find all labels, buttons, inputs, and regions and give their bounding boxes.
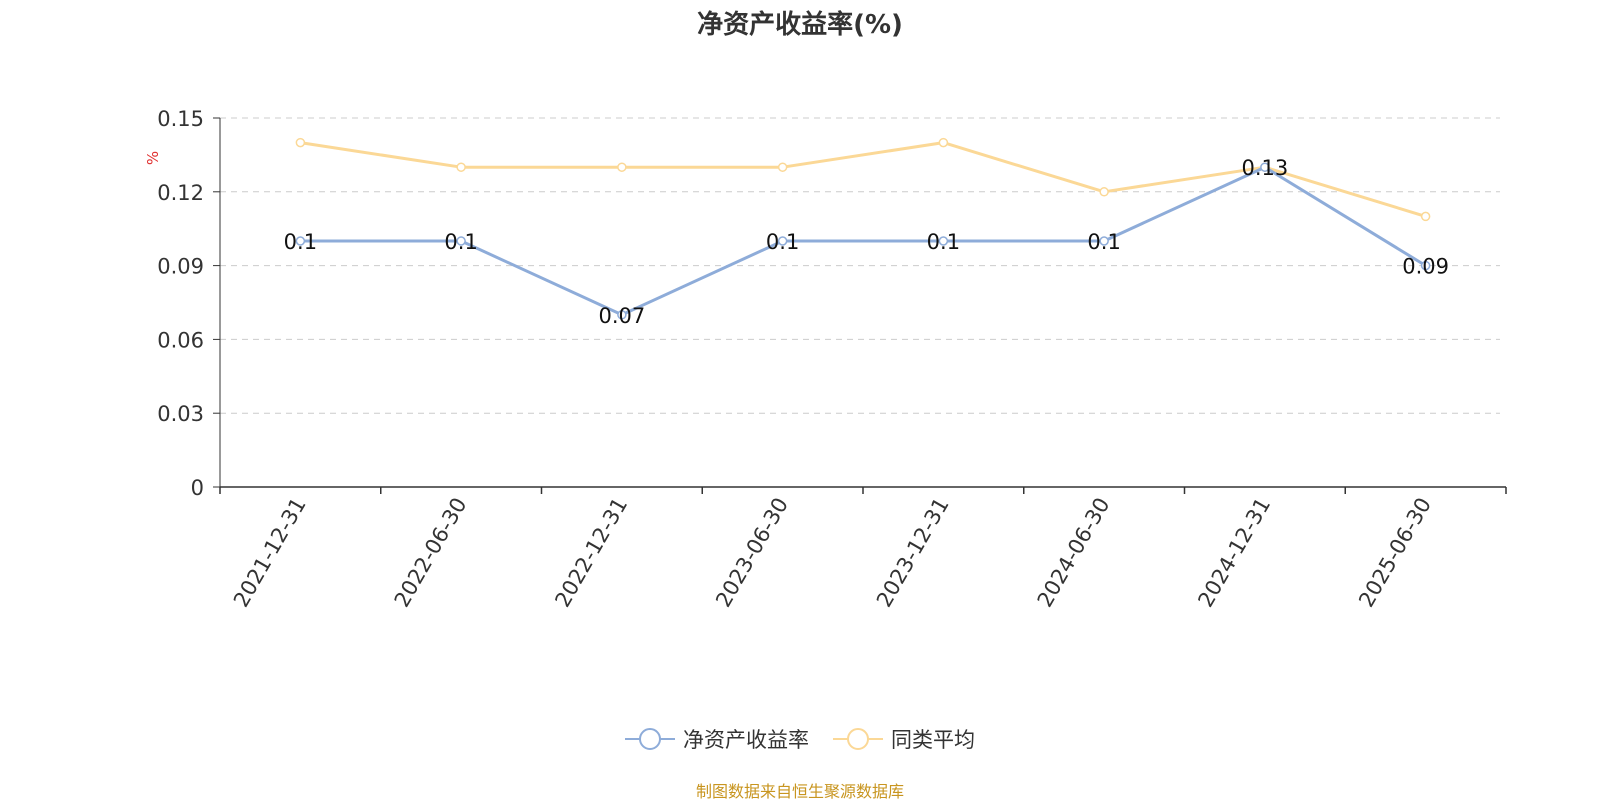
data-point-roe [938,236,949,246]
legend-marker-roe-icon [625,728,675,750]
data-label: 0.1 [444,230,477,254]
y-tick-label: 0.06 [157,328,204,352]
line-chart: 0 0.03 0.06 0.09 0.12 0.15% 2021-12-31 2022-06-… [144,107,1507,612]
legend-label-peer-average: 同类平均 [891,728,975,752]
y-tick-label: 0.09 [157,255,204,279]
data-label: 0.1 [284,230,317,254]
x-tick-label: 2025-06-30 [1354,494,1436,612]
data-label: 0.13 [1241,156,1288,180]
data-point-roe [295,236,306,246]
series-line-peer-average [300,141,1427,218]
data-label: 0.09 [1402,255,1449,279]
data-point-peer-average [1420,211,1431,222]
legend: 净资产收益率 同类平均 [0,724,1600,754]
x-tick-label: 2024-12-31 [1193,494,1275,612]
y-axis-label: % [144,151,162,165]
source-note: 制图数据来自恒生聚源数据库 [695,782,904,801]
data-label: 0.1 [927,230,960,254]
data-point-peer-average [777,162,788,172]
y-tick-label: 0.15 [157,107,204,131]
y-tick-label: 0.12 [157,181,204,205]
data-point-roe [777,236,788,246]
x-tick-label: 2022-06-30 [390,494,472,612]
data-point-peer-average [938,137,949,148]
y-tick-label: 0.03 [157,402,204,426]
x-tick-label: 2021-12-31 [229,494,311,612]
y-tick-label: 0 [191,476,204,500]
legend-marker-peer-average-icon [833,728,883,750]
data-point-peer-average [456,162,466,172]
x-tick-label: 2022-12-31 [550,494,632,612]
legend-label-roe: 净资产收益率 [683,728,809,752]
legend-item-peer-average[interactable]: 同类平均 [833,724,975,754]
legend-item-roe[interactable]: 净资产收益率 [625,724,809,754]
x-tick-label: 2023-12-31 [872,494,954,612]
data-label: 0.1 [1087,230,1120,254]
series-line-roe [300,165,1427,317]
data-point-roe [1099,236,1109,246]
data-point-roe [1420,260,1431,271]
data-label: 0.1 [766,230,799,254]
data-point-peer-average [1099,187,1109,197]
data-label: 0.07 [598,304,645,328]
data-point-peer-average [295,137,306,148]
chart-title: 净资产收益率(%) [697,10,903,40]
data-point-roe [456,236,466,246]
x-tick-label: 2024-06-30 [1033,494,1115,612]
data-point-roe [617,310,627,320]
data-point-roe [1260,162,1270,172]
data-point-peer-average [617,162,627,172]
x-tick-label: 2023-06-30 [711,494,793,612]
